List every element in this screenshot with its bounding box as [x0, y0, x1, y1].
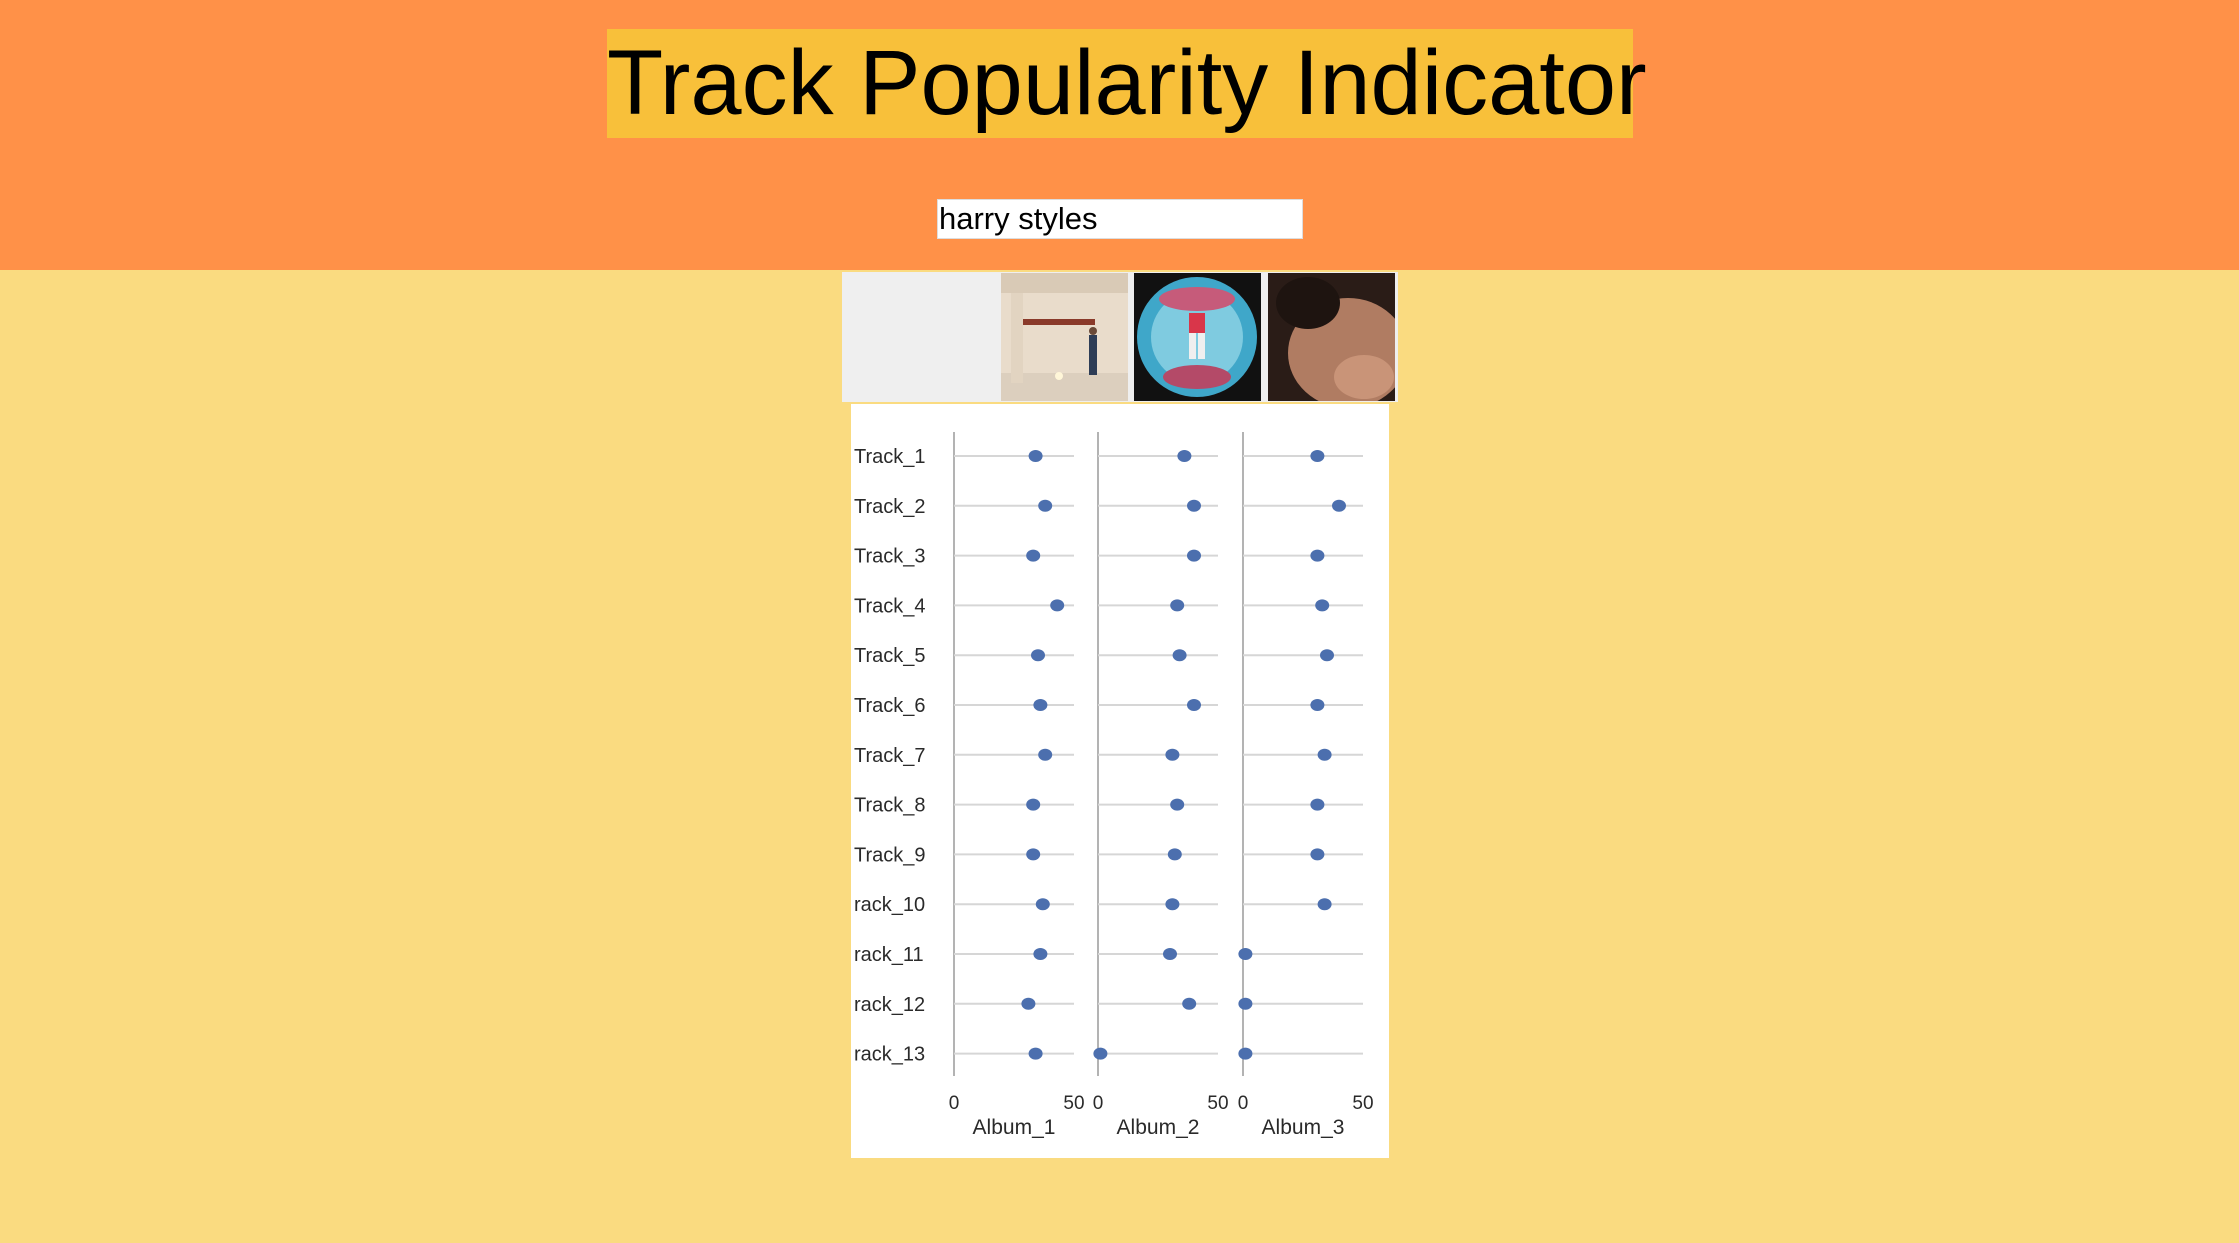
album-axis-label: Album_3 [1262, 1116, 1345, 1139]
popularity-point [1026, 549, 1041, 562]
popularity-point [1310, 798, 1325, 811]
track-label: rack_10 [854, 894, 925, 916]
popularity-point [1033, 948, 1048, 960]
popularity-point [1028, 450, 1043, 462]
popularity-point [1165, 748, 1180, 761]
track-label: Track_9 [854, 844, 926, 866]
popularity-point [1187, 499, 1201, 512]
popularity-point [1093, 1047, 1108, 1060]
track-label: Track_5 [854, 645, 926, 667]
popularity-point [1317, 748, 1332, 761]
popularity-point [1170, 798, 1185, 811]
track-label: Track_1 [854, 446, 926, 468]
track-label: Track_4 [854, 595, 926, 617]
popularity-point [1163, 948, 1177, 960]
x-tick-label: 0 [1238, 1093, 1249, 1114]
track-label: Track_6 [854, 695, 926, 717]
album-cover-3[interactable] [1268, 273, 1395, 401]
popularity-point [1031, 649, 1045, 662]
track-label: Track_2 [854, 496, 926, 518]
track-label: rack_11 [854, 944, 924, 966]
popularity-point [1238, 1047, 1253, 1060]
popularity-point [1177, 450, 1192, 462]
popularity-point [1182, 997, 1197, 1010]
popularity-point [1238, 948, 1253, 960]
popularity-point [1310, 699, 1325, 711]
album-axis-label: Album_2 [1117, 1116, 1200, 1139]
album-axis-label: Album_1 [973, 1116, 1056, 1139]
popularity-point [1172, 649, 1187, 662]
popularity-point [1026, 798, 1041, 811]
popularity-point [1170, 599, 1185, 612]
popularity-point [1315, 599, 1330, 612]
popularity-point [1038, 748, 1053, 761]
popularity-point [1310, 450, 1325, 462]
artist-search-input[interactable] [937, 199, 1303, 239]
popularity-point [1021, 997, 1036, 1010]
popularity-dot-plot: Track_1 Track_2 Track_3 Track_4 Track_5 Track… [854, 432, 1374, 1139]
popularity-point [1028, 1047, 1043, 1060]
popularity-point [1050, 599, 1065, 612]
popularity-point [1187, 699, 1201, 711]
track-label: Track_7 [854, 745, 926, 767]
x-tick-label: 50 [1207, 1093, 1228, 1114]
track-label: Track_8 [854, 795, 926, 817]
popularity-point [1038, 499, 1053, 512]
track-label: Track_3 [854, 546, 926, 568]
popularity-point [1026, 848, 1041, 861]
popularity-point [1238, 997, 1253, 1010]
popularity-point [1310, 848, 1325, 861]
popularity-point [1033, 699, 1048, 711]
x-tick-label: 0 [1093, 1093, 1104, 1114]
track-label: rack_12 [854, 994, 925, 1016]
popularity-point [1187, 549, 1201, 562]
track-label: rack_13 [854, 1044, 925, 1066]
popularity-point [1320, 649, 1334, 662]
popularity-point [1165, 898, 1180, 911]
popularity-point [1332, 499, 1346, 512]
x-tick-label: 50 [1063, 1093, 1084, 1114]
popularity-point [1167, 848, 1182, 861]
album-cover-2[interactable] [1134, 273, 1261, 401]
popularity-point [1317, 898, 1332, 911]
popularity-chart-panel [851, 404, 1389, 1158]
x-tick-label: 50 [1352, 1093, 1373, 1114]
x-tick-label: 0 [949, 1093, 960, 1114]
album-cover-1[interactable] [1001, 273, 1128, 401]
popularity-point [1310, 549, 1325, 562]
popularity-point [1035, 898, 1050, 911]
page-title: Track Popularity Indicator [607, 29, 1647, 138]
